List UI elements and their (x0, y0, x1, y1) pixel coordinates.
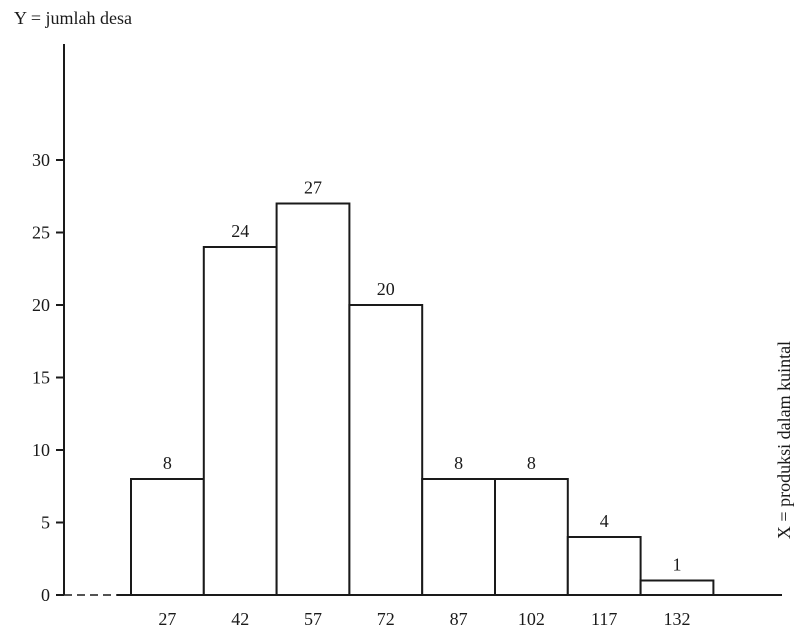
histogram-bar (421, 478, 497, 596)
histogram-bar (130, 478, 205, 596)
bar-value-label: 4 (600, 511, 609, 531)
histogram-bar (566, 536, 642, 596)
y-tick-label: 15 (32, 368, 50, 388)
x-tick-label: 57 (304, 609, 322, 629)
x-tick-label: 87 (450, 609, 468, 629)
x-tick-label: 72 (377, 609, 395, 629)
y-tick-label: 5 (41, 513, 50, 533)
x-tick-label: 42 (231, 609, 249, 629)
histogram-bar (348, 304, 424, 596)
bars-group (130, 202, 715, 596)
bar-value-label: 8 (527, 453, 536, 473)
y-tick-label: 30 (32, 150, 50, 170)
x-tick-label: 132 (664, 609, 691, 629)
histogram-bar (494, 478, 569, 596)
bar-value-label: 8 (163, 453, 172, 473)
x-axis: 27 42 57 72 87 102 117 132 (64, 594, 782, 629)
value-labels-group: 8 24 27 20 8 8 4 1 (163, 178, 682, 575)
bar-value-label: 8 (454, 453, 463, 473)
histogram-bar (275, 202, 351, 596)
y-tick-label: 10 (32, 440, 50, 460)
x-axis-label: X = produksi dalam kuintal (774, 341, 794, 539)
y-axis: 0 5 10 15 20 25 30 (32, 44, 65, 605)
x-tick-label: 27 (158, 609, 176, 629)
bar-value-label: 1 (673, 555, 682, 575)
x-tick-label: 102 (518, 609, 545, 629)
histogram-bar (202, 246, 278, 596)
y-tick-label: 20 (32, 295, 50, 315)
bar-value-label: 24 (231, 221, 249, 241)
bar-value-label: 20 (377, 279, 395, 299)
y-tick-label: 0 (41, 585, 50, 605)
bar-value-label: 27 (304, 178, 322, 198)
histogram-bar (639, 579, 715, 596)
x-tick-label: 117 (591, 609, 617, 629)
y-axis-label: Y = jumlah desa (14, 8, 132, 28)
y-tick-label: 25 (32, 223, 50, 243)
